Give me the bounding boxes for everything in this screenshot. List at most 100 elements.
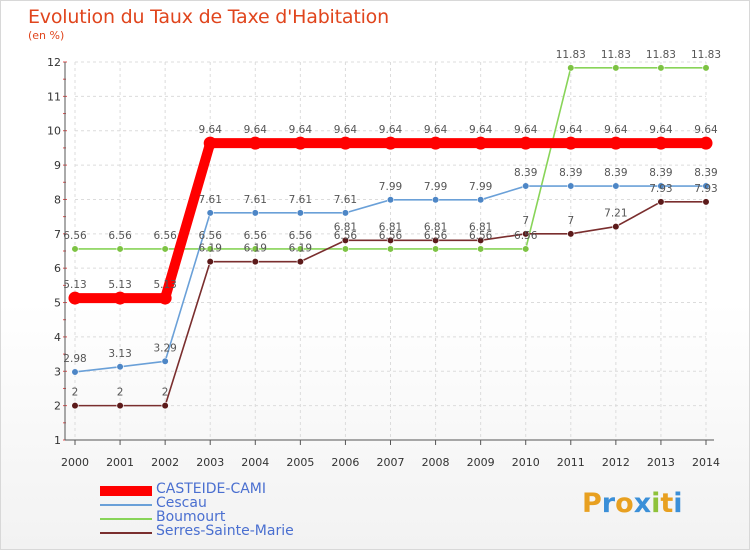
logo-letter: t (660, 488, 674, 519)
series-point-1 (522, 230, 530, 238)
series-point-0 (296, 245, 304, 253)
series-point-2 (116, 363, 124, 371)
data-label-3: 9.64 (199, 124, 223, 136)
data-label-0: 6.56 (153, 230, 177, 242)
series-point-3 (474, 136, 488, 150)
x-tick-label: 2012 (602, 456, 630, 469)
x-tick-label: 2003 (196, 456, 224, 469)
data-label-3: 9.64 (559, 124, 583, 136)
series-point-1 (206, 258, 214, 266)
data-label-0: 11.83 (646, 49, 676, 61)
y-tick-label: 11 (47, 90, 61, 103)
legend-label: Serres-Sainte-Marie (156, 523, 294, 539)
series-point-1 (386, 236, 395, 244)
data-label-1: 6.81 (379, 221, 402, 233)
series-point-0 (116, 245, 124, 253)
series-point-1 (251, 258, 259, 266)
data-label-3: 9.64 (514, 124, 538, 136)
x-tick-label: 2011 (557, 456, 585, 469)
series-point-1 (657, 198, 665, 206)
data-label-1: 2 (117, 387, 124, 399)
series-point-0 (431, 245, 440, 253)
legend-label: Boumourt (156, 509, 226, 525)
data-label-2: 8.39 (514, 167, 537, 179)
data-label-1: 2 (72, 387, 79, 399)
series-point-0 (657, 64, 665, 72)
x-tick-label: 2005 (286, 456, 314, 469)
series-point-0 (386, 245, 395, 253)
data-label-0: 6.56 (108, 230, 132, 242)
series-point-3 (248, 136, 262, 150)
series-point-0 (206, 245, 214, 253)
data-label-3: 9.64 (289, 124, 313, 136)
data-label-1: 2 (162, 387, 169, 399)
proxiti-logo: Proxiti (582, 488, 683, 519)
series-point-1 (567, 230, 575, 238)
data-label-3: 9.64 (244, 124, 268, 136)
data-label-0: 6.56 (514, 230, 538, 242)
data-label-3: 5.13 (63, 279, 86, 291)
x-tick-label: 2013 (647, 456, 675, 469)
data-label-1: 7.93 (649, 183, 672, 195)
data-label-3: 9.64 (604, 124, 628, 136)
data-label-0: 6.56 (244, 230, 268, 242)
series-point-0 (702, 64, 710, 72)
y-tick-label: 2 (54, 400, 61, 413)
y-tick-label: 4 (54, 331, 61, 344)
series-point-0 (612, 64, 620, 72)
data-label-3: 9.64 (334, 124, 358, 136)
series-point-3 (338, 136, 352, 150)
x-tick-label: 2008 (422, 456, 450, 469)
x-tick-label: 2009 (467, 456, 495, 469)
series-point-1 (702, 198, 710, 206)
data-label-2: 7.61 (199, 194, 222, 206)
series-point-2 (386, 196, 395, 204)
series-point-1 (612, 223, 620, 231)
series-point-3 (384, 136, 397, 150)
series-point-3 (564, 136, 578, 150)
series-point-0 (161, 245, 169, 253)
series-point-2 (657, 182, 665, 190)
data-label-1: 7 (567, 215, 574, 227)
series-point-2 (296, 209, 304, 217)
series-point-3 (203, 136, 217, 150)
series-point-3 (429, 136, 443, 150)
series-point-2 (161, 357, 169, 365)
data-label-2: 2.98 (63, 353, 86, 365)
y-tick-label: 9 (54, 159, 61, 172)
series-point-2 (612, 182, 620, 190)
series-point-2 (251, 209, 259, 217)
data-label-3: 9.64 (469, 124, 493, 136)
data-label-0: 6.56 (469, 230, 493, 242)
series-point-1 (431, 236, 440, 244)
series-point-3 (158, 291, 172, 305)
y-tick-label: 8 (54, 193, 61, 206)
chart-subtitle: (en %) (28, 29, 65, 42)
data-label-1: 6.19 (289, 243, 312, 255)
data-label-2: 8.39 (649, 167, 672, 179)
series-point-1 (341, 236, 350, 244)
data-label-2: 8.39 (604, 167, 627, 179)
series-point-1 (161, 402, 169, 410)
legend-swatch (100, 486, 152, 496)
series-point-2 (71, 368, 79, 376)
data-label-2: 7.61 (334, 194, 357, 206)
data-label-1: 7.93 (694, 183, 717, 195)
data-label-2: 7.61 (244, 194, 267, 206)
data-label-0: 11.83 (601, 49, 631, 61)
data-label-2: 8.39 (559, 167, 582, 179)
series-point-2 (341, 209, 350, 217)
y-tick-label: 7 (54, 228, 61, 241)
data-label-2: 3.29 (153, 342, 176, 354)
series-point-3 (519, 136, 533, 150)
x-tick-label: 2001 (106, 456, 134, 469)
x-tick-label: 2014 (692, 456, 720, 469)
series-point-1 (477, 236, 485, 244)
data-label-2: 7.99 (469, 181, 492, 193)
legend-swatch (100, 504, 152, 506)
x-tick-label: 2004 (241, 456, 269, 469)
series-point-2 (206, 209, 214, 217)
logo-letter: P (582, 488, 602, 519)
